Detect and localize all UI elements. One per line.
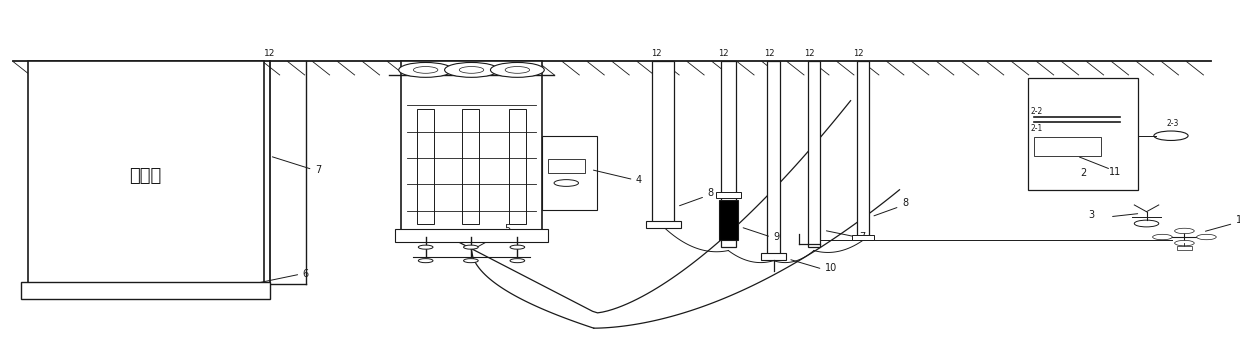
- Bar: [21, 282, 270, 299]
- Text: 12: 12: [853, 49, 863, 58]
- Circle shape: [418, 245, 433, 249]
- Text: 10: 10: [825, 263, 837, 273]
- Bar: [718, 200, 738, 240]
- Circle shape: [510, 259, 525, 263]
- Circle shape: [1174, 240, 1194, 246]
- Circle shape: [491, 62, 544, 77]
- Text: 2-2: 2-2: [1030, 107, 1043, 116]
- Circle shape: [464, 245, 479, 249]
- Text: 4: 4: [636, 175, 642, 185]
- Text: 12: 12: [651, 49, 662, 58]
- Text: 12: 12: [804, 49, 815, 58]
- Text: 12: 12: [264, 49, 275, 58]
- Bar: [761, 253, 786, 260]
- Text: 6: 6: [303, 269, 309, 279]
- Circle shape: [1154, 131, 1188, 140]
- Circle shape: [1153, 234, 1172, 240]
- Text: 开关室: 开关室: [129, 167, 161, 185]
- Bar: [508, 109, 526, 223]
- Bar: [396, 228, 548, 242]
- Text: 12: 12: [764, 49, 774, 58]
- Circle shape: [1197, 234, 1216, 240]
- Text: 7: 7: [315, 165, 321, 175]
- Text: 1: 1: [1236, 215, 1240, 225]
- Text: 8: 8: [901, 198, 908, 208]
- Bar: [715, 192, 740, 198]
- Bar: [402, 61, 542, 237]
- Bar: [1177, 246, 1192, 250]
- Bar: [1034, 137, 1101, 156]
- Text: 3: 3: [1087, 211, 1094, 220]
- Text: 12: 12: [718, 49, 729, 58]
- Text: 2: 2: [1080, 168, 1086, 178]
- Text: 7: 7: [859, 232, 866, 242]
- Bar: [1028, 78, 1138, 190]
- Bar: [652, 61, 675, 223]
- Circle shape: [459, 66, 484, 73]
- Circle shape: [554, 180, 579, 186]
- Bar: [807, 61, 820, 247]
- Circle shape: [413, 66, 438, 73]
- Text: 2-1: 2-1: [1030, 124, 1043, 133]
- Bar: [768, 61, 780, 257]
- Circle shape: [445, 62, 498, 77]
- Text: 11: 11: [1109, 166, 1121, 177]
- Text: 8: 8: [708, 188, 714, 198]
- Circle shape: [510, 245, 525, 249]
- Circle shape: [418, 259, 433, 263]
- Circle shape: [399, 62, 453, 77]
- Bar: [720, 61, 735, 247]
- Bar: [548, 159, 584, 173]
- Circle shape: [505, 66, 529, 73]
- Text: 9: 9: [774, 233, 780, 242]
- Bar: [646, 221, 681, 227]
- Bar: [852, 235, 874, 240]
- Bar: [463, 109, 480, 223]
- Circle shape: [1174, 228, 1194, 234]
- Circle shape: [1135, 220, 1158, 227]
- Bar: [542, 136, 596, 210]
- Bar: [27, 61, 264, 298]
- Text: 5: 5: [503, 224, 510, 234]
- Text: 2-3: 2-3: [1166, 119, 1178, 128]
- Circle shape: [464, 259, 479, 263]
- Bar: [857, 61, 869, 237]
- Bar: [417, 109, 434, 223]
